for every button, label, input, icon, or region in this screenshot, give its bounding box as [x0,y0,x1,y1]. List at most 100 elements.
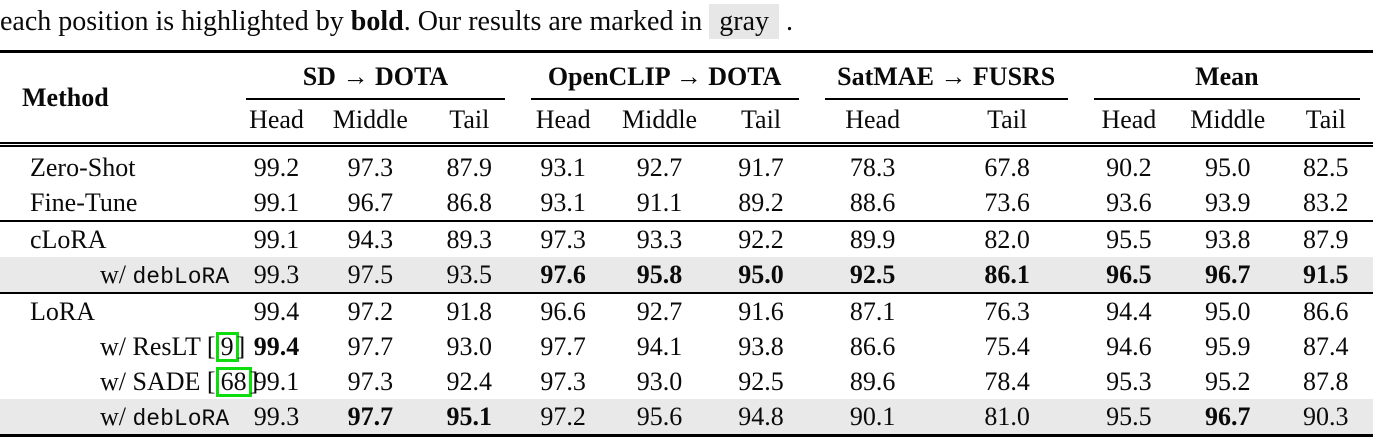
caption-text: . [779,6,794,37]
value-cell: 97.3 [540,366,586,396]
method-cell: LoRA [0,292,234,329]
value-cell: 78.3 [849,152,896,182]
value-cell: 87.9 [1278,220,1373,257]
value-cell: 87.8 [1303,366,1349,396]
value-cell: 81.0 [933,399,1081,436]
column-header-middle: Middle [319,100,422,147]
citation-link[interactable]: 9 [215,331,239,362]
value-cell: 90.1 [811,399,934,436]
value-cell: 86.8 [446,187,493,217]
value-cell: 96.5 [1080,257,1178,293]
value-cell: 87.1 [811,292,934,329]
value-cell: 95.3 [1106,366,1152,396]
column-header-tail: Tail [421,100,518,147]
value-cell: 97.2 [517,399,609,436]
group-header-label: SD → DOTA [246,62,505,100]
value-cell: 99.2 [253,152,300,182]
method-label: Fine-Tune [30,187,138,217]
method-cell: Zero-Shot [0,145,233,186]
method-label: LoRA [30,296,95,326]
value-cell: 97.2 [319,292,422,329]
value-cell: 92.4 [446,366,493,396]
method-label: w/ [100,259,133,289]
value-cell: 90.2 [1106,152,1152,182]
table-row: w/ ResLT [9] 99.4 97.7 93.0 97.7 94.1 93.8 86.6… [0,329,1373,364]
value-cell: 82.0 [933,220,1081,257]
value-cell: 96.7 [347,187,394,217]
value-cell: 95.5 [1080,220,1178,257]
method-cell: w/ SADE [68] [100,366,259,397]
value-cell: 95.8 [608,257,711,293]
value-cell: 89.6 [849,366,896,396]
table-body: Zero-Shot 99.2 97.3 87.9 93.1 92.7 91.7 78.3 67.… [0,145,1373,436]
value-cell: 94.3 [319,220,422,257]
value-cell: 96.7 [1177,257,1279,293]
method-cell: Fine-Tune [0,185,233,221]
method-label: Zero-Shot [30,152,136,182]
value-cell: 87.9 [446,152,493,182]
value-cell: 94.4 [1080,292,1178,329]
method-label: cLoRA [30,224,107,254]
value-cell: 78.4 [984,366,1030,396]
value-cell: 93.9 [1205,187,1251,217]
value-cell: 93.3 [608,220,711,257]
method-cell: cLoRA [0,220,234,257]
value-cell: 86.1 [933,257,1081,293]
group-header-1: OpenCLIP → DOTA [518,52,812,100]
value-cell: 97.6 [517,257,609,293]
value-cell: 86.6 [849,331,896,361]
column-header-head: Head [1080,100,1178,147]
method-label-mono: debLoRA [132,405,230,432]
value-cell: 94.1 [636,331,683,361]
value-cell: 88.6 [849,187,896,217]
value-cell: 97.3 [347,152,394,182]
value-cell: 97.7 [347,331,394,361]
column-header-head: Head [517,100,609,147]
table-row: w/ debLoRA 99.3 97.5 93.5 97.6 95.8 95.0 92.5 86… [0,257,1373,293]
value-cell: 95.6 [608,399,711,436]
value-cell: 92.7 [636,152,683,182]
value-cell: 99.3 [233,399,320,436]
value-cell: 95.2 [1205,366,1251,396]
value-cell: 93.6 [1106,187,1152,217]
column-header-tail: Tail [1278,100,1373,147]
table-caption: each position is highlighted by bold. Ou… [0,4,1373,40]
value-cell: 76.3 [933,292,1081,329]
value-cell: 83.2 [1303,187,1349,217]
method-column-header: Method [0,51,234,147]
value-cell: 73.6 [984,187,1030,217]
method-label: w/ [100,401,133,431]
caption-text: . Our results are marked in [403,6,710,37]
method-label-mono: debLoRA [132,263,230,290]
value-cell: 91.6 [710,292,812,329]
caption-text: each position is highlighted by [0,6,351,37]
value-cell: 89.3 [421,220,518,257]
value-cell: 99.4 [253,331,300,361]
citation-link[interactable]: 68 [215,366,252,397]
column-header-middle: Middle [1177,100,1279,147]
value-cell: 99.1 [233,220,320,257]
value-cell: 96.6 [517,292,609,329]
value-cell: 93.8 [1177,220,1279,257]
method-label: w/ SADE [100,366,201,396]
value-cell: 89.2 [738,187,784,217]
value-cell: 92.2 [710,220,812,257]
table-row: w/ debLoRA 99.3 97.7 95.1 97.2 95.6 94.8 90.1 81… [0,399,1373,436]
group-header-3: Mean [1081,52,1373,100]
results-table: Method SD → DOTA OpenCLIP → DOTA SatMAE → … [0,50,1373,437]
method-cell: w/ ResLT [9] [100,331,246,362]
value-cell: 95.0 [1177,292,1279,329]
value-cell: 93.1 [540,152,586,182]
value-cell: 99.3 [233,257,320,293]
value-cell: 92.7 [608,292,711,329]
value-cell: 82.5 [1303,152,1349,182]
value-cell: 94.8 [710,399,812,436]
value-cell: 91.7 [738,152,784,182]
value-cell: 95.0 [710,257,812,293]
value-cell: 97.7 [540,331,586,361]
group-header-2: SatMAE → FUSRS [812,52,1081,100]
value-cell: 97.3 [517,220,609,257]
method-label: w/ ResLT [100,331,201,361]
column-header-tail: Tail [933,100,1081,147]
value-cell: 67.8 [984,152,1030,182]
